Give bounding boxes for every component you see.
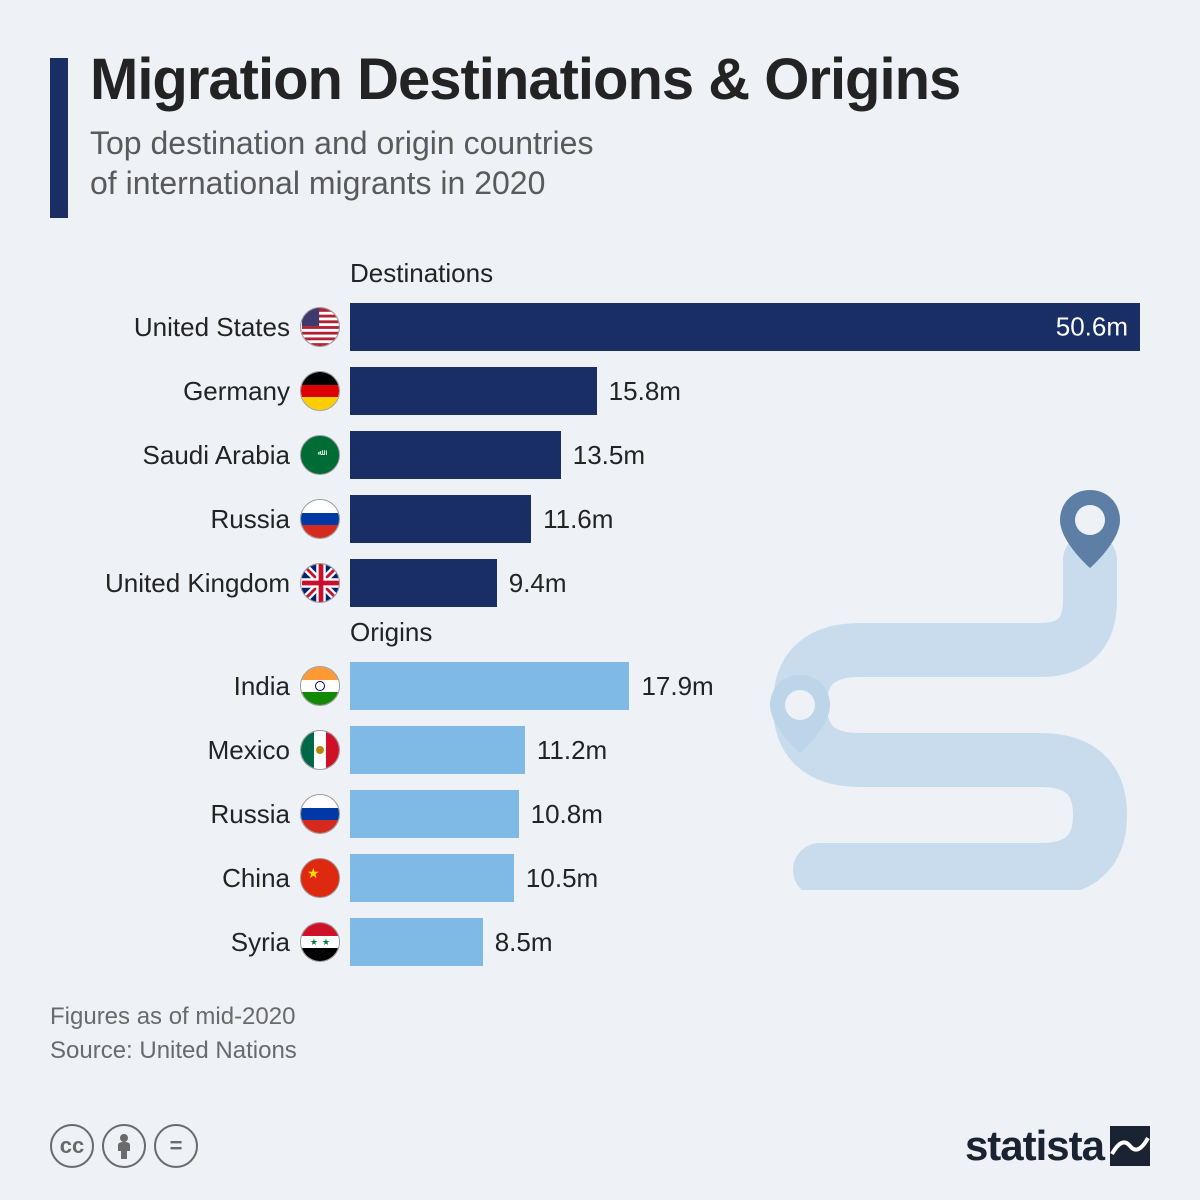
section-label: Origins — [350, 617, 1150, 648]
bar — [350, 559, 497, 607]
bar-wrap: 8.5m — [350, 918, 1150, 966]
bar-wrap: 11.2m — [350, 726, 1150, 774]
bar-wrap: 50.6m — [350, 303, 1150, 351]
bar-wrap: 10.8m — [350, 790, 1150, 838]
value-label: 10.8m — [531, 799, 603, 830]
country-label: Mexico — [50, 735, 300, 766]
logo-text: statista — [965, 1122, 1104, 1170]
flag-icon: ★★ — [300, 922, 340, 962]
cc-icon: cc — [50, 1124, 94, 1168]
subtitle-line1: Top destination and origin countries — [90, 125, 593, 161]
bar — [350, 431, 561, 479]
chart-row: Russia 11.6m — [50, 489, 1150, 549]
header: Migration Destinations & Origins Top des… — [50, 50, 1150, 218]
country-label: United Kingdom — [50, 568, 300, 599]
bar — [350, 918, 483, 966]
bar — [350, 662, 629, 710]
bar: 50.6m — [350, 303, 1140, 351]
country-label: Russia — [50, 799, 300, 830]
chart-row: Russia 10.8m — [50, 784, 1150, 844]
country-label: Syria — [50, 927, 300, 958]
by-icon — [102, 1124, 146, 1168]
chart-row: Syria★★ 8.5m — [50, 912, 1150, 972]
license-icons: cc = — [50, 1124, 198, 1168]
bar — [350, 790, 519, 838]
value-label: 17.9m — [641, 671, 713, 702]
bar-wrap: 9.4m — [350, 559, 1150, 607]
country-label: China — [50, 863, 300, 894]
footer-figures: Figures as of mid-2020 — [50, 1000, 1150, 1034]
value-label: 8.5m — [495, 927, 553, 958]
chart-row: Germany 15.8m — [50, 361, 1150, 421]
bar-wrap: 13.5m — [350, 431, 1150, 479]
footer-notes: Figures as of mid-2020 Source: United Na… — [50, 1000, 1150, 1067]
value-label: 13.5m — [573, 440, 645, 471]
chart-row: United Kingdom 9.4m — [50, 553, 1150, 613]
country-label: Russia — [50, 504, 300, 535]
chart-row: Mexico 11.2m — [50, 720, 1150, 780]
flag-icon: ﷲ — [300, 435, 340, 475]
value-label: 11.2m — [537, 735, 607, 766]
bottom-row: cc = statista — [50, 1122, 1150, 1170]
flag-icon — [300, 307, 340, 347]
bar — [350, 495, 531, 543]
value-label: 9.4m — [509, 568, 567, 599]
country-label: United States — [50, 312, 300, 343]
flag-icon — [300, 499, 340, 539]
nd-icon: = — [154, 1124, 198, 1168]
footer-source: Source: United Nations — [50, 1034, 1150, 1068]
value-label: 15.8m — [609, 376, 681, 407]
section-label: Destinations — [350, 258, 1150, 289]
bar-wrap: 10.5m — [350, 854, 1150, 902]
country-label: Saudi Arabia — [50, 440, 300, 471]
flag-icon: ★ — [300, 858, 340, 898]
logo-wave-icon — [1110, 1126, 1150, 1166]
bar-chart: Destinations United States 50.6m Germany 15.… — [50, 258, 1150, 972]
flag-icon — [300, 563, 340, 603]
chart-row: Saudi Arabiaﷲ 13.5m — [50, 425, 1150, 485]
bar — [350, 726, 525, 774]
chart-row: China★ 10.5m — [50, 848, 1150, 908]
title: Migration Destinations & Origins — [90, 50, 1150, 111]
value-label: 50.6m — [1056, 312, 1128, 343]
subtitle: Top destination and origin countries of … — [90, 123, 1150, 203]
flag-icon — [300, 794, 340, 834]
bar — [350, 854, 514, 902]
country-label: India — [50, 671, 300, 702]
infographic-container: Migration Destinations & Origins Top des… — [0, 0, 1200, 1200]
bar-wrap: 17.9m — [350, 662, 1150, 710]
subtitle-line2: of international migrants in 2020 — [90, 165, 545, 201]
statista-logo: statista — [965, 1122, 1150, 1170]
flag-icon — [300, 371, 340, 411]
country-label: Germany — [50, 376, 300, 407]
bar — [350, 367, 597, 415]
value-label: 10.5m — [526, 863, 598, 894]
flag-icon — [300, 730, 340, 770]
bar-wrap: 11.6m — [350, 495, 1150, 543]
accent-bar — [50, 58, 68, 218]
value-label: 11.6m — [543, 504, 613, 535]
chart-row: United States 50.6m — [50, 297, 1150, 357]
chart-row: India 17.9m — [50, 656, 1150, 716]
bar-wrap: 15.8m — [350, 367, 1150, 415]
flag-icon — [300, 666, 340, 706]
